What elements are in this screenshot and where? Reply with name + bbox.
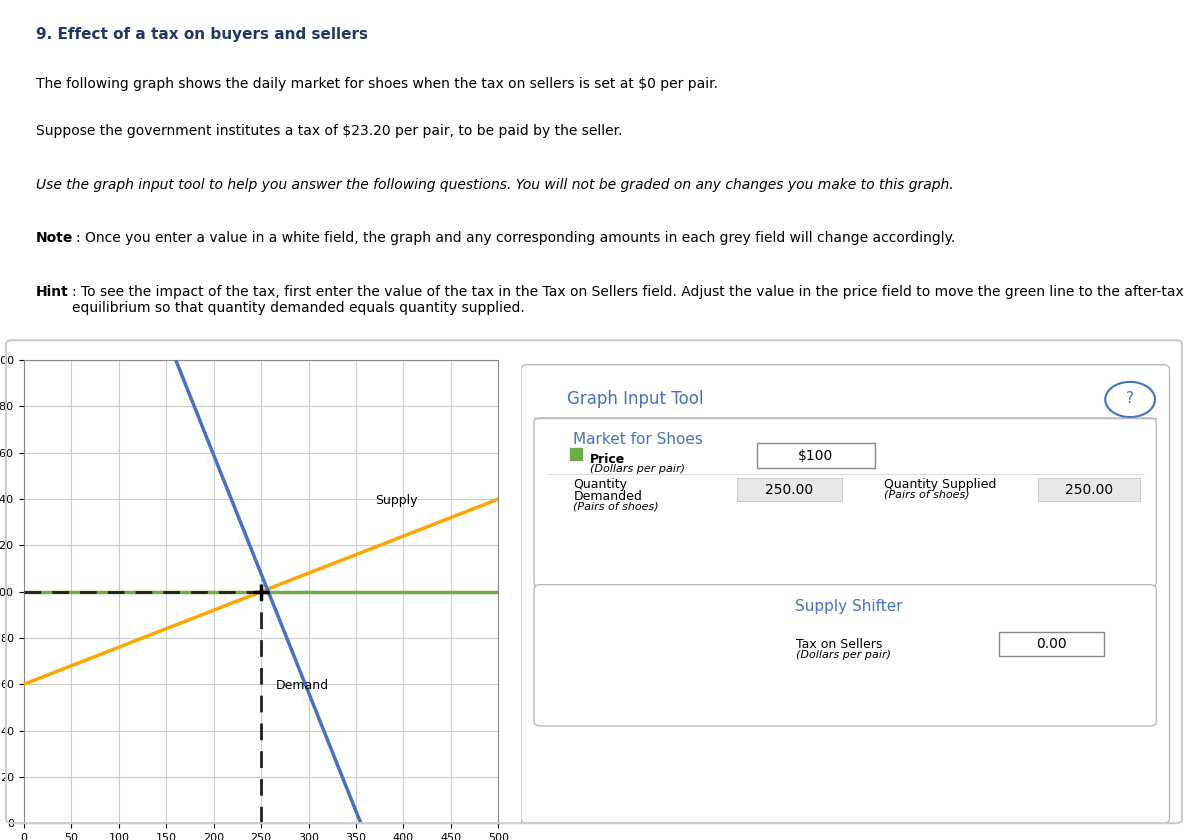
Text: Price: Price <box>589 453 625 465</box>
Text: 250.00: 250.00 <box>766 483 814 496</box>
Text: (Pairs of shoes): (Pairs of shoes) <box>574 501 659 512</box>
FancyBboxPatch shape <box>1000 633 1104 657</box>
Text: Tax on Sellers: Tax on Sellers <box>796 638 882 651</box>
Text: Quantity: Quantity <box>574 478 628 491</box>
Text: Quantity Supplied: Quantity Supplied <box>884 478 997 491</box>
Text: Demand: Demand <box>276 679 329 692</box>
FancyBboxPatch shape <box>757 444 875 468</box>
Bar <box>570 448 582 459</box>
FancyBboxPatch shape <box>521 365 1170 823</box>
Text: : To see the impact of the tax, first enter the value of the tax in the Tax on S: : To see the impact of the tax, first en… <box>72 285 1184 315</box>
FancyBboxPatch shape <box>1038 478 1140 501</box>
Circle shape <box>1105 382 1156 417</box>
Text: (Dollars per pair): (Dollars per pair) <box>796 649 892 659</box>
Text: Supply: Supply <box>376 494 418 507</box>
Text: Graph Input Tool: Graph Input Tool <box>566 391 703 408</box>
FancyBboxPatch shape <box>534 585 1157 726</box>
Text: Supply Shifter: Supply Shifter <box>794 599 902 613</box>
Text: 250.00: 250.00 <box>1066 483 1114 496</box>
Text: 0.00: 0.00 <box>1037 638 1067 652</box>
Text: The following graph shows the daily market for shoes when the tax on sellers is : The following graph shows the daily mark… <box>36 77 718 92</box>
Text: Market for Shoes: Market for Shoes <box>574 432 703 447</box>
Text: 9. Effect of a tax on buyers and sellers: 9. Effect of a tax on buyers and sellers <box>36 27 367 42</box>
FancyBboxPatch shape <box>534 418 1157 587</box>
Text: $100: $100 <box>798 449 833 463</box>
Text: Note: Note <box>36 231 73 245</box>
Text: Suppose the government institutes a tax of $23.20 per pair, to be paid by the se: Suppose the government institutes a tax … <box>36 124 622 138</box>
Text: Hint: Hint <box>36 285 68 299</box>
Text: (Pairs of shoes): (Pairs of shoes) <box>884 490 970 500</box>
Text: (Dollars per pair): (Dollars per pair) <box>589 465 685 475</box>
Text: : Once you enter a value in a white field, the graph and any corresponding amoun: : Once you enter a value in a white fiel… <box>76 231 955 245</box>
Text: ?: ? <box>1126 391 1134 406</box>
FancyBboxPatch shape <box>737 478 842 501</box>
Text: Use the graph input tool to help you answer the following questions. You will no: Use the graph input tool to help you ans… <box>36 178 953 192</box>
Text: Demanded: Demanded <box>574 490 642 503</box>
